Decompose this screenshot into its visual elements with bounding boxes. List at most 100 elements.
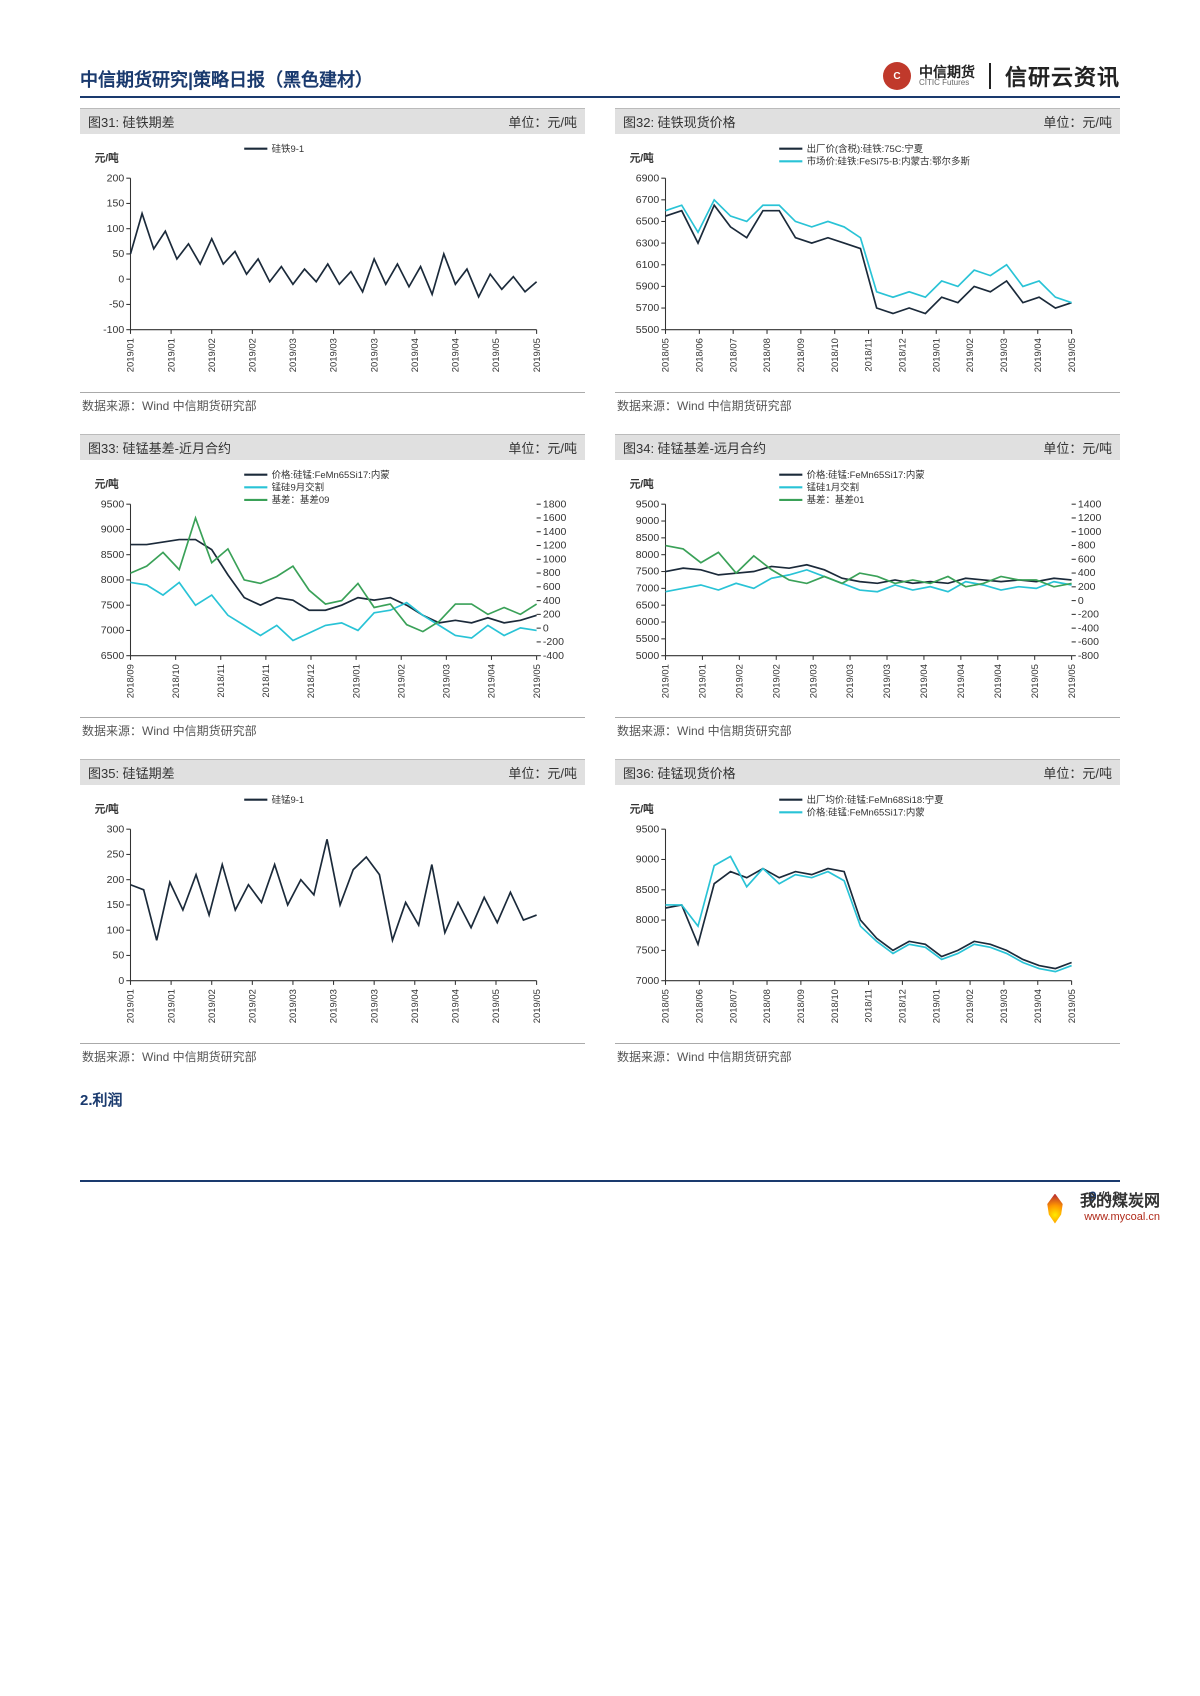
svg-text:2019/03: 2019/03	[288, 338, 299, 372]
svg-text:800: 800	[543, 567, 561, 579]
header-logo-block: C 中信期货 CITIC Futures 信研云资讯	[883, 60, 1120, 92]
svg-text:2018/09: 2018/09	[126, 664, 137, 698]
svg-text:-100: -100	[103, 324, 124, 336]
svg-text:50: 50	[112, 248, 124, 260]
svg-text:2018/10: 2018/10	[830, 989, 841, 1023]
section-heading: 2.利润	[80, 1089, 1120, 1110]
header-brand: 信研云资讯	[1005, 60, 1120, 92]
svg-text:6100: 6100	[636, 259, 660, 271]
svg-text:5900: 5900	[636, 281, 660, 293]
chart-panel-c31: 图31: 硅铁期差 单位：元/吨 元/吨硅铁9-1-100-5005010015…	[80, 108, 585, 424]
svg-text:5000: 5000	[636, 649, 660, 661]
svg-text:6500: 6500	[636, 599, 660, 611]
svg-text:价格:硅锰:FeMn65Si17:内蒙: 价格:硅锰:FeMn65Si17:内蒙	[807, 468, 925, 480]
watermark: 我的煤炭网 www.mycoal.cn	[1038, 1192, 1160, 1226]
svg-text:2019/01: 2019/01	[351, 664, 362, 698]
svg-text:0: 0	[543, 622, 549, 634]
chart-unit: 单位：元/吨	[508, 112, 577, 131]
svg-text:1800: 1800	[543, 498, 567, 510]
svg-text:锰硅1月交割: 锰硅1月交割	[807, 481, 860, 493]
chart-source: 数据来源：Wind 中信期货研究部	[615, 717, 1120, 749]
svg-text:2019/04: 2019/04	[956, 664, 967, 698]
svg-text:7500: 7500	[636, 565, 660, 577]
svg-text:2018/07: 2018/07	[728, 989, 739, 1023]
svg-text:5700: 5700	[636, 302, 660, 314]
svg-text:-400: -400	[543, 649, 564, 661]
svg-text:2018/05: 2018/05	[661, 338, 672, 372]
svg-text:400: 400	[543, 594, 561, 606]
svg-text:2019/04: 2019/04	[410, 338, 421, 372]
svg-text:800: 800	[1078, 539, 1096, 551]
chart-title-row: 图34: 硅锰基差-远月合约 单位：元/吨	[615, 434, 1120, 460]
chart-title: 图32: 硅铁现货价格	[623, 112, 736, 131]
svg-text:9000: 9000	[636, 854, 660, 866]
svg-text:9000: 9000	[101, 523, 125, 535]
svg-text:6700: 6700	[636, 194, 660, 206]
chart-title: 图36: 硅锰现货价格	[623, 763, 736, 782]
chart-source: 数据来源：Wind 中信期货研究部	[80, 392, 585, 424]
svg-text:5500: 5500	[636, 324, 660, 336]
svg-text:100: 100	[107, 223, 125, 235]
svg-text:50: 50	[112, 950, 124, 962]
chart-title-row: 图35: 硅锰期差 单位：元/吨	[80, 759, 585, 785]
svg-text:150: 150	[107, 198, 125, 210]
chart-source: 数据来源：Wind 中信期货研究部	[80, 717, 585, 749]
svg-text:元/吨: 元/吨	[95, 802, 119, 815]
svg-text:2018/07: 2018/07	[728, 338, 739, 372]
flame-icon	[1038, 1192, 1072, 1226]
svg-text:-400: -400	[1078, 622, 1099, 634]
svg-text:2019/04: 2019/04	[451, 989, 462, 1023]
svg-text:7000: 7000	[636, 582, 660, 594]
chart-unit: 单位：元/吨	[508, 438, 577, 457]
svg-text:8500: 8500	[636, 532, 660, 544]
header-title: 中信期货研究|策略日报（黑色建材）	[80, 66, 373, 92]
chart-title-row: 图32: 硅铁现货价格 单位：元/吨	[615, 108, 1120, 134]
chart-svg: 元/吨价格:硅锰:FeMn65Si17:内蒙锰硅1月交割基差：基差0150005…	[615, 460, 1120, 713]
svg-text:250: 250	[107, 849, 125, 861]
svg-text:1400: 1400	[543, 525, 567, 537]
chart-panel-c35: 图35: 硅锰期差 单位：元/吨 元/吨硅锰9-1050100150200250…	[80, 759, 585, 1075]
svg-text:5500: 5500	[636, 633, 660, 645]
svg-text:0: 0	[118, 975, 124, 987]
logo-icon: C	[883, 62, 911, 90]
svg-text:-200: -200	[543, 636, 564, 648]
svg-text:9000: 9000	[636, 515, 660, 527]
chart-svg: 元/吨出厂均价:硅锰:FeMn68Si18:宁夏价格:硅锰:FeMn65Si17…	[615, 785, 1120, 1038]
svg-text:2018/09: 2018/09	[796, 989, 807, 1023]
svg-text:-800: -800	[1078, 649, 1099, 661]
svg-text:9500: 9500	[636, 498, 660, 510]
svg-text:2019/02: 2019/02	[771, 664, 782, 698]
chart-body: 元/吨硅锰9-10501001502002503002019/012019/01…	[80, 785, 585, 1043]
svg-text:硅铁9-1: 硅铁9-1	[272, 143, 305, 155]
svg-text:2019/03: 2019/03	[369, 989, 380, 1023]
svg-text:2019/03: 2019/03	[442, 664, 453, 698]
svg-text:元/吨: 元/吨	[630, 477, 654, 490]
chart-title-row: 图31: 硅铁期差 单位：元/吨	[80, 108, 585, 134]
watermark-cn: 我的煤炭网	[1080, 1193, 1160, 1211]
chart-panel-c34: 图34: 硅锰基差-远月合约 单位：元/吨 元/吨 价格:硅锰:FeMn65Si1…	[615, 434, 1120, 750]
svg-text:9500: 9500	[636, 823, 660, 835]
chart-body: 元/吨硅铁9-1-100-500501001502002019/012019/0…	[80, 134, 585, 392]
svg-text:2019/02: 2019/02	[965, 989, 976, 1023]
svg-text:8000: 8000	[636, 914, 660, 926]
chart-title: 图33: 硅锰基差-近月合约	[88, 438, 231, 457]
svg-text:锰硅9月交割: 锰硅9月交割	[272, 481, 325, 493]
svg-text:2019/03: 2019/03	[999, 989, 1010, 1023]
svg-text:出厂均价:硅锰:FeMn68Si18:宁夏: 出厂均价:硅锰:FeMn68Si18:宁夏	[807, 794, 945, 806]
svg-text:2018/11: 2018/11	[216, 664, 227, 697]
svg-text:2019/04: 2019/04	[1033, 338, 1044, 372]
svg-text:2018/09: 2018/09	[796, 338, 807, 372]
svg-text:1000: 1000	[1078, 525, 1102, 537]
svg-text:2019/01: 2019/01	[698, 664, 709, 698]
svg-text:2019/05: 2019/05	[1067, 664, 1078, 698]
svg-text:2019/05: 2019/05	[491, 989, 502, 1023]
chart-source: 数据来源：Wind 中信期货研究部	[615, 1043, 1120, 1075]
svg-text:2019/04: 2019/04	[410, 989, 421, 1023]
chart-svg: 元/吨硅锰9-10501001502002503002019/012019/01…	[80, 785, 585, 1038]
chart-panel-c33: 图33: 硅锰基差-近月合约 单位：元/吨 元/吨价格:硅锰:FeMn65Si1…	[80, 434, 585, 750]
svg-text:2019/02: 2019/02	[247, 989, 258, 1023]
chart-svg: 元/吨价格:硅锰:FeMn65Si17:内蒙锰硅9月交割基差：基差0965007…	[80, 460, 585, 713]
svg-text:1000: 1000	[543, 553, 567, 565]
charts-grid: 图31: 硅铁期差 单位：元/吨 元/吨硅铁9-1-100-5005010015…	[80, 108, 1120, 1075]
svg-text:2019/05: 2019/05	[532, 989, 543, 1023]
